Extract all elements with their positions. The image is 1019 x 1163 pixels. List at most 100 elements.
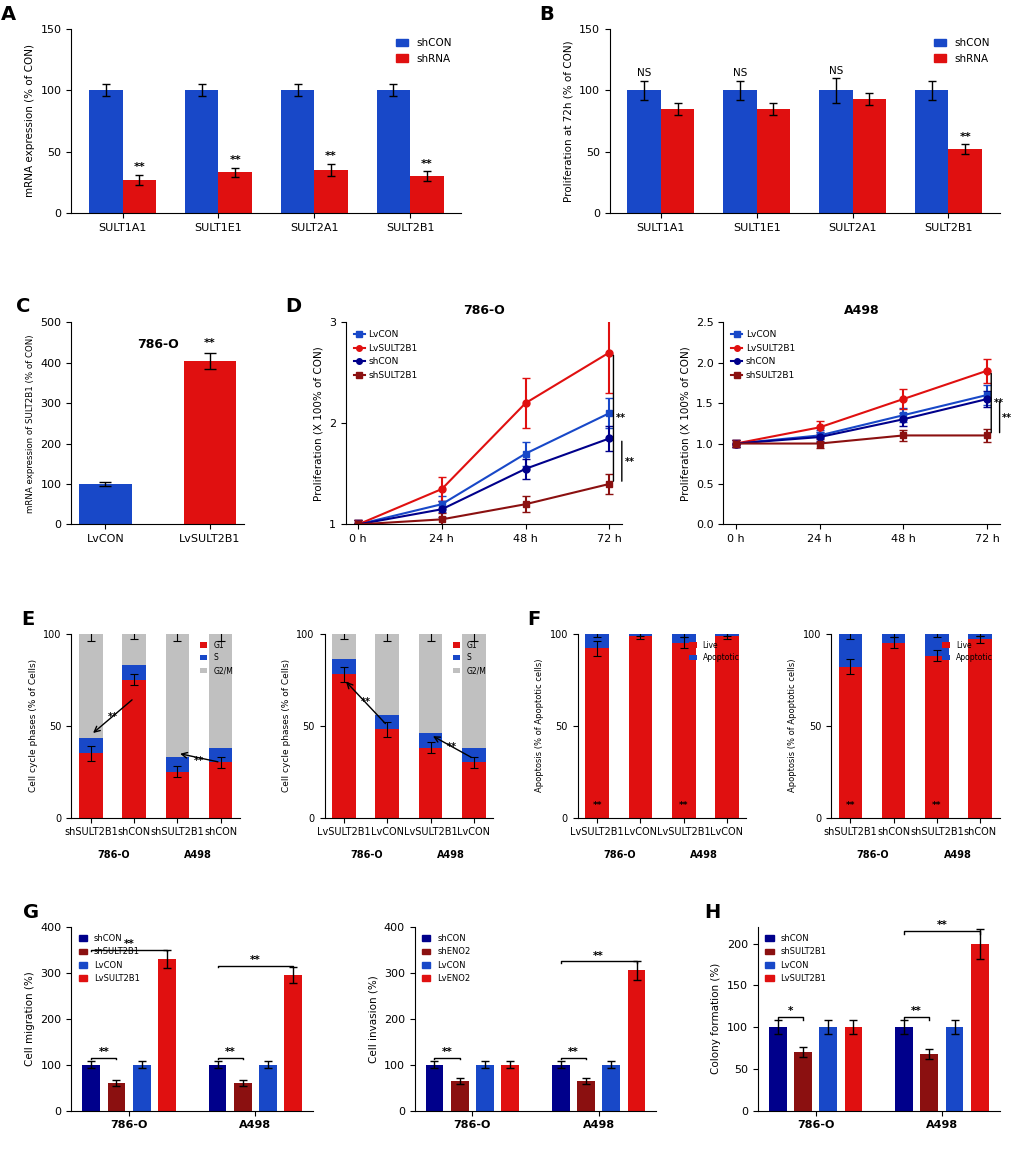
- Bar: [375, 729, 398, 818]
- Bar: [108, 1083, 125, 1111]
- Bar: [83, 1064, 100, 1111]
- Legend: shCON, shSULT2B1, LvCON, LvSULT2B1: shCON, shSULT2B1, LvCON, LvSULT2B1: [761, 932, 828, 986]
- Legend: LvCON, LvSULT2B1, shCON, shSULT2B1: LvCON, LvSULT2B1, shCON, shSULT2B1: [350, 327, 421, 384]
- Bar: [284, 975, 302, 1111]
- Legend: Live, Apoptotic: Live, Apoptotic: [938, 637, 995, 665]
- Text: C: C: [16, 297, 31, 316]
- Text: G: G: [23, 902, 39, 921]
- Bar: [165, 771, 190, 818]
- Text: **: **: [250, 956, 261, 965]
- Y-axis label: Proliferation (X 100% of CON): Proliferation (X 100% of CON): [680, 345, 690, 501]
- Bar: [602, 1064, 620, 1111]
- Bar: [184, 91, 218, 213]
- Text: NS: NS: [732, 69, 746, 78]
- Text: **: **: [133, 163, 145, 172]
- Title: A498: A498: [843, 304, 878, 316]
- Legend: G1, S, G2/M: G1, S, G2/M: [197, 637, 236, 678]
- Bar: [924, 634, 948, 656]
- Text: F: F: [527, 609, 540, 628]
- Text: **: **: [593, 951, 603, 961]
- Bar: [218, 172, 252, 213]
- Bar: [818, 1027, 837, 1111]
- Bar: [818, 91, 852, 213]
- Bar: [585, 649, 608, 818]
- Y-axis label: Colony formation (%): Colony formation (%): [711, 963, 720, 1075]
- Bar: [209, 1064, 226, 1111]
- Text: **: **: [204, 338, 216, 349]
- Bar: [945, 1027, 962, 1111]
- Bar: [183, 361, 236, 525]
- Bar: [844, 1027, 861, 1111]
- Text: **: **: [229, 155, 240, 165]
- Bar: [122, 679, 146, 818]
- Text: **: **: [624, 457, 634, 466]
- Y-axis label: Proliferation (X 100% of CON): Proliferation (X 100% of CON): [313, 345, 323, 501]
- Bar: [376, 91, 410, 213]
- Bar: [132, 1064, 151, 1111]
- Text: 786-O: 786-O: [856, 850, 889, 859]
- Bar: [462, 634, 485, 748]
- Bar: [375, 634, 398, 714]
- Text: **: **: [441, 1048, 452, 1057]
- Bar: [332, 634, 356, 659]
- Bar: [165, 634, 190, 757]
- Bar: [660, 108, 694, 213]
- Bar: [924, 656, 948, 818]
- Bar: [672, 643, 695, 818]
- Text: **: **: [446, 742, 457, 751]
- Text: **: **: [935, 920, 947, 930]
- Bar: [627, 91, 660, 213]
- Bar: [375, 714, 398, 729]
- Bar: [79, 484, 131, 525]
- Text: A498: A498: [943, 850, 970, 859]
- Bar: [89, 91, 122, 213]
- Legend: shCON, shRNA: shCON, shRNA: [391, 34, 455, 67]
- Legend: shCON, shENO2, LvCON, LvENO2: shCON, shENO2, LvCON, LvENO2: [419, 932, 473, 986]
- Text: **: **: [679, 801, 688, 811]
- Text: NS: NS: [636, 69, 651, 78]
- Text: **: **: [592, 801, 601, 811]
- Title: 786-O: 786-O: [463, 304, 504, 316]
- Bar: [209, 634, 232, 748]
- Text: **: **: [107, 712, 117, 722]
- Bar: [462, 748, 485, 763]
- Text: **: **: [194, 756, 204, 766]
- Bar: [628, 634, 652, 635]
- Y-axis label: mRNA expression (% of CON): mRNA expression (% of CON): [25, 44, 35, 198]
- Text: **: **: [421, 159, 432, 169]
- Text: 786-O: 786-O: [603, 850, 636, 859]
- Bar: [852, 99, 886, 213]
- Bar: [768, 1027, 786, 1111]
- Legend: shCON, shRNA: shCON, shRNA: [928, 34, 994, 67]
- Text: B: B: [539, 5, 553, 24]
- Bar: [418, 634, 442, 733]
- Y-axis label: Apoptosis (% of Apoptotic cells): Apoptosis (% of Apoptotic cells): [788, 659, 797, 792]
- Text: NS: NS: [827, 65, 842, 76]
- Bar: [259, 1064, 276, 1111]
- Bar: [233, 1083, 252, 1111]
- Text: A498: A498: [437, 850, 465, 859]
- Bar: [476, 1064, 493, 1111]
- Y-axis label: Cell cycle phases (% of Cells): Cell cycle phases (% of Cells): [29, 659, 38, 792]
- Bar: [967, 640, 990, 818]
- Legend: G1, S, G2/M: G1, S, G2/M: [449, 637, 489, 678]
- Y-axis label: Cell migration (%): Cell migration (%): [25, 971, 35, 1066]
- Bar: [714, 635, 738, 818]
- Text: 786-O: 786-O: [97, 850, 129, 859]
- Y-axis label: Proliferation at 72h (% of CON): Proliferation at 72h (% of CON): [562, 41, 573, 202]
- Bar: [425, 1064, 443, 1111]
- Bar: [880, 634, 905, 643]
- Bar: [919, 1054, 937, 1111]
- Bar: [794, 1053, 811, 1111]
- Bar: [970, 943, 987, 1111]
- Bar: [967, 634, 990, 640]
- Bar: [79, 754, 103, 818]
- Bar: [895, 1027, 912, 1111]
- Text: **: **: [1001, 413, 1011, 422]
- Text: **: **: [361, 698, 370, 707]
- Bar: [838, 666, 861, 818]
- Bar: [672, 634, 695, 643]
- Y-axis label: Cell invasion (%): Cell invasion (%): [368, 975, 378, 1063]
- Bar: [880, 643, 905, 818]
- Bar: [714, 634, 738, 635]
